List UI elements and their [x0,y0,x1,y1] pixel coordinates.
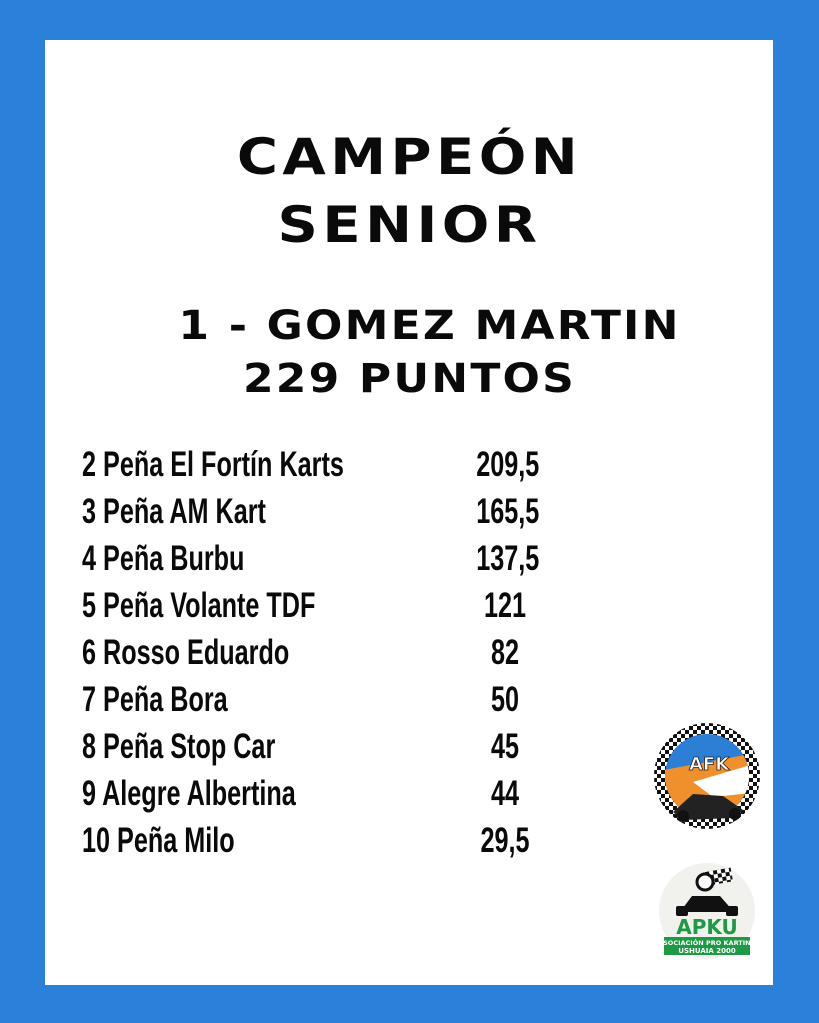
standing-points: 50 [490,680,520,719]
standing-row: 7 Peña Bora 50 [82,680,522,726]
standing-points: 29,5 [480,821,530,860]
apku-logo-subtitle: ASOCIACIÓN PRO KARTING [658,938,756,947]
title-line-1: CAMPEÓN [236,128,583,186]
standing-row: 5 Peña Volante TDF 121 [82,586,526,632]
afk-logo-text: AFK [689,754,730,775]
apku-logo: APKU ASOCIACIÓN PRO KARTING USHUAIA 2000 [658,863,756,959]
standing-points: 209,5 [476,445,540,484]
apku-logo-text: APKU [676,915,738,939]
apku-logo-city: USHUAIA 2000 [678,947,736,955]
standing-name: 6 Rosso Eduardo [82,633,290,672]
winner-name: 1 - GOMEZ MARTIN [178,303,681,349]
standing-name: 3 Peña AM Kart [82,492,266,531]
standing-points: 137,5 [476,539,540,578]
standing-name: 10 Peña Milo [82,821,235,860]
standing-name: 4 Peña Burbu [82,539,245,578]
standing-row: 3 Peña AM Kart 165,5 [82,492,539,538]
winner-points: 229 PUNTOS [242,356,577,402]
standing-row: 10 Peña Milo 29,5 [82,821,530,867]
standing-name: 2 Peña El Fortín Karts [82,445,344,484]
poster-panel [45,40,773,985]
standing-row: 8 Peña Stop Car 45 [82,727,522,773]
standing-name: 5 Peña Volante TDF [82,586,316,625]
title-line-2: SENIOR [277,196,542,254]
standing-row: 9 Alegre Albertina 44 [82,774,522,820]
standing-name: 7 Peña Bora [82,680,228,719]
afk-logo: AFK [654,723,760,829]
standing-name: 9 Alegre Albertina [82,774,296,813]
standing-row: 6 Rosso Eduardo 82 [82,633,522,679]
standing-row: 4 Peña Burbu 137,5 [82,539,539,585]
standing-points: 121 [483,586,527,625]
standing-row: 2 Peña El Fortín Karts 209,5 [82,445,539,491]
standing-name: 8 Peña Stop Car [82,727,276,766]
standing-points: 165,5 [476,492,540,531]
standing-points: 45 [490,727,520,766]
standing-points: 82 [490,633,520,672]
standing-points: 44 [490,774,520,813]
